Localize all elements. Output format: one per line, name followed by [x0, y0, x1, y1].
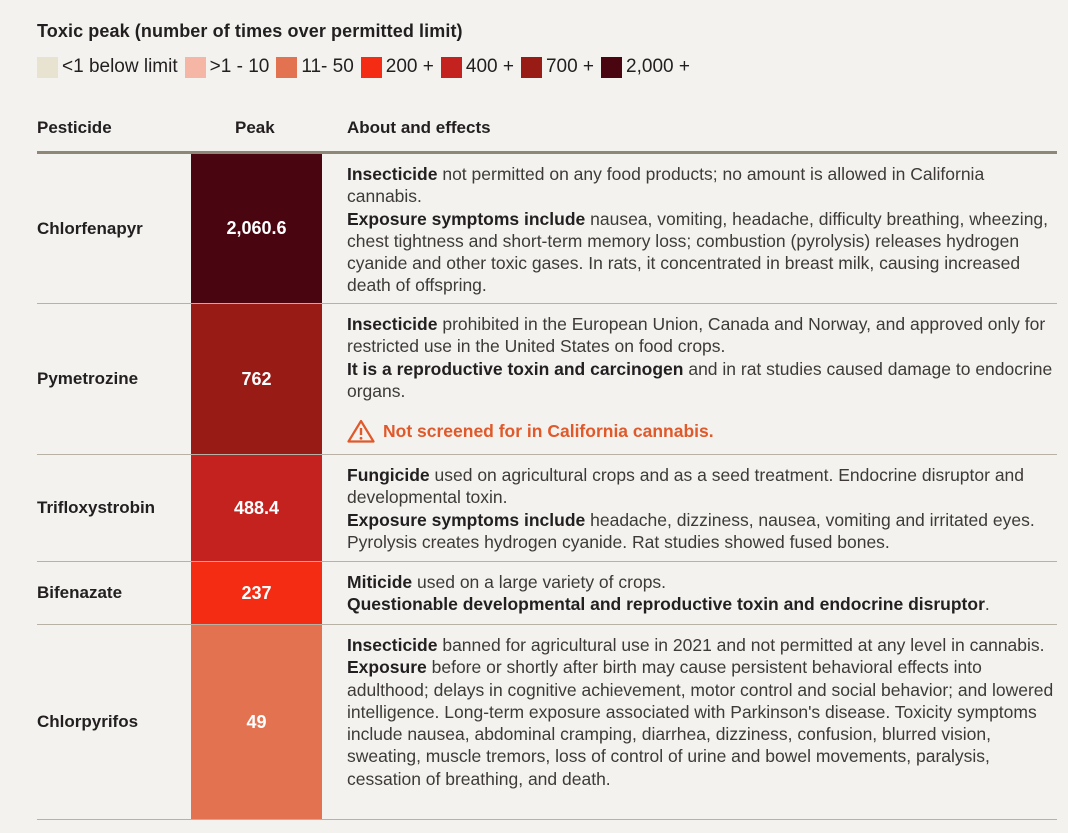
- legend-swatch: [440, 56, 462, 78]
- about-lead: Insecticide: [347, 164, 438, 184]
- about-paragraph: It is a reproductive toxin and carcinoge…: [347, 358, 1059, 403]
- about-body: used on agricultural crops and as a seed…: [347, 465, 1025, 508]
- table-row: Pymetrozine 762 Insecticide prohibited i…: [37, 304, 1057, 455]
- legend-swatch: [520, 56, 542, 78]
- peak-value: 49: [246, 711, 267, 732]
- about-paragraph: Fungicide used on agricultural crops and…: [347, 464, 1059, 509]
- about-body: prohibited in the European Union, Canada…: [347, 314, 1046, 357]
- legend-label: 200 +: [385, 56, 434, 77]
- warning-icon: [347, 420, 375, 443]
- about-lead: Exposure symptoms include: [347, 509, 586, 530]
- about-body: used on a large variety of crops.: [412, 572, 667, 592]
- header-divider: [37, 151, 1057, 154]
- table-row: Trifloxystrobin 488.4 Fungicide used on …: [37, 455, 1057, 562]
- header-pesticide: Pesticide: [37, 118, 112, 137]
- legend-swatch: [184, 56, 206, 78]
- table-row: Chlorpyrifos 49 Insecticide banned for a…: [37, 625, 1057, 820]
- about-lead: It is a reproductive toxin and carcinoge…: [347, 358, 684, 379]
- pesticide-name: Chlorpyrifos: [37, 712, 139, 731]
- warning-text: Not screened for in California cannabis.: [383, 421, 714, 442]
- about-lead: Exposure: [347, 657, 427, 678]
- legend-title: Toxic peak (number of times over permitt…: [37, 21, 463, 41]
- legend-label: 400 +: [465, 56, 514, 77]
- header-about: About and effects: [347, 118, 491, 137]
- legend: <1 below limit >1 - 10 11- 50 200 + 400 …: [37, 56, 697, 78]
- peak-cell: 2,060.6: [191, 154, 322, 303]
- about-paragraph: Exposure symptoms include headache, dizz…: [347, 509, 1059, 554]
- legend-item: 200 +: [360, 56, 434, 78]
- legend-label: >1 - 10: [209, 56, 270, 77]
- legend-item: 2,000 +: [601, 56, 690, 78]
- peak-value: 762: [241, 368, 272, 389]
- about-lead: Insecticide: [347, 314, 438, 334]
- about-lead: Questionable developmental and reproduct…: [347, 594, 985, 615]
- peak-cell: 488.4: [191, 455, 322, 561]
- legend-label: 2,000 +: [626, 56, 690, 77]
- about-text: Insecticide prohibited in the European U…: [347, 313, 1059, 443]
- legend-item: 700 +: [520, 56, 595, 78]
- pesticide-name: Pymetrozine: [37, 369, 139, 388]
- legend-swatch: [360, 56, 382, 78]
- about-text: Miticide used on a large variety of crop…: [347, 571, 1059, 616]
- pesticide-name: Chlorfenapyr: [37, 218, 143, 238]
- header-peak: Peak: [235, 118, 275, 137]
- legend-item: 11- 50: [276, 56, 354, 78]
- about-body: banned for agricultural use in 2021 and …: [437, 635, 1045, 655]
- legend-label: 11- 50: [301, 56, 354, 77]
- legend-item: <1 below limit: [37, 56, 178, 78]
- table-row: Bifenazate 237 Miticide used on a large …: [37, 562, 1057, 625]
- table-row: Chlorfenapyr 2,060.6 Insecticide not per…: [37, 154, 1057, 304]
- about-body: headache, dizziness, nausea, vomiting an…: [347, 509, 1035, 552]
- about-lead: Miticide: [347, 572, 413, 592]
- pesticide-name: Bifenazate: [37, 583, 123, 602]
- legend-label: <1 below limit: [62, 56, 178, 77]
- about-lead: Exposure symptoms include: [347, 208, 586, 229]
- about-paragraph: Insecticide not permitted on any food pr…: [347, 163, 1059, 208]
- about-paragraph: Insecticide prohibited in the European U…: [347, 313, 1059, 358]
- legend-item: 400 +: [440, 56, 514, 78]
- about-paragraph: Insecticide banned for agricultural use …: [347, 634, 1059, 656]
- warning-note: Not screened for in California cannabis.: [347, 419, 1059, 443]
- about-text: Insecticide banned for agricultural use …: [347, 634, 1059, 790]
- peak-value: 2,060.6: [226, 218, 287, 238]
- about-paragraph: Exposure before or shortly after birth m…: [347, 656, 1059, 790]
- pesticide-name: Trifloxystrobin: [37, 498, 156, 517]
- peak-cell: 49: [191, 625, 322, 819]
- legend-swatch: [37, 56, 58, 78]
- about-body: and in rat studies caused damage to endo…: [347, 358, 1053, 401]
- about-lead: Fungicide: [347, 465, 430, 485]
- about-body: before or shortly after birth may cause …: [347, 657, 1054, 789]
- about-text: Insecticide not permitted on any food pr…: [347, 163, 1059, 297]
- about-paragraph: Questionable developmental and reproduct…: [347, 593, 1059, 615]
- about-paragraph: Exposure symptoms include nausea, vomiti…: [347, 208, 1059, 297]
- peak-cell: 237: [191, 562, 322, 624]
- legend-item: >1 - 10: [184, 56, 270, 78]
- about-body: not permitted on any food products; no a…: [347, 164, 985, 207]
- peak-value: 488.4: [233, 497, 280, 518]
- about-text: Fungicide used on agricultural crops and…: [347, 464, 1059, 553]
- legend-swatch: [276, 56, 298, 78]
- about-paragraph: Miticide used on a large variety of crop…: [347, 571, 1059, 593]
- peak-cell: 762: [191, 304, 322, 454]
- about-lead: Insecticide: [347, 635, 438, 655]
- legend-label: 700 +: [545, 56, 595, 77]
- peak-value: 237: [241, 582, 272, 603]
- about-body: nausea, vomiting, headache, difficulty b…: [347, 208, 1049, 296]
- about-body: .: [984, 594, 990, 615]
- legend-swatch: [601, 56, 623, 78]
